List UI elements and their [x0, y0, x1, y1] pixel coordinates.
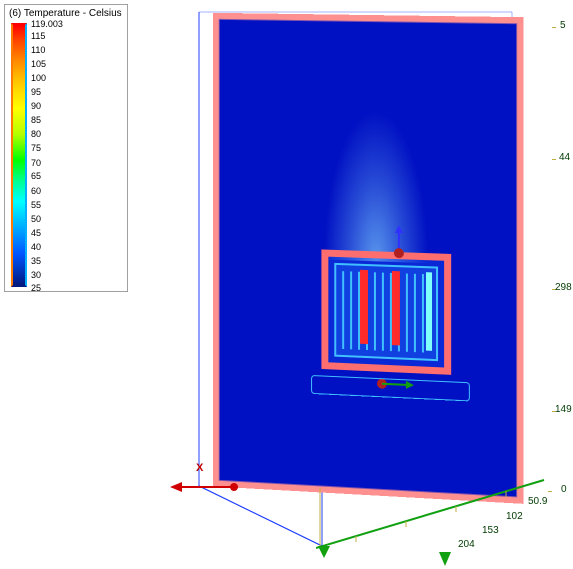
component-inner [334, 263, 438, 361]
base-outline [311, 374, 471, 404]
fin-array [342, 271, 430, 353]
triad-upper [384, 225, 424, 260]
x-axis-label: X [196, 462, 203, 474]
raxis-tick-0: 5 [560, 20, 566, 31]
legend-title: (6) Temperature - Celsius [5, 5, 127, 19]
legend-tick: 35 [31, 256, 41, 266]
legend-tick: 85 [31, 115, 41, 125]
y-axis-arrow [435, 550, 455, 568]
raxis-mark [548, 491, 552, 492]
thermal-haze [307, 30, 446, 264]
legend-tick: 75 [31, 143, 41, 153]
legend-gradient [13, 25, 25, 285]
legend-tick: 25 [31, 283, 41, 293]
hot-bar-2 [392, 271, 400, 346]
legend-tick: 70 [31, 158, 41, 168]
legend-tick: 110 [31, 45, 45, 55]
legend-tick: 100 [31, 73, 46, 83]
legend-tick: 90 [31, 101, 41, 111]
accent-right [426, 272, 432, 351]
raxis-mark [552, 27, 556, 28]
legend-tick: 40 [31, 242, 41, 252]
legend-tick: 55 [31, 200, 41, 210]
component-outer [321, 249, 451, 374]
legend-tick: 50 [31, 214, 41, 224]
legend-tick: 30 [31, 270, 41, 280]
raxis-tick-2: 298 [555, 282, 572, 293]
baxis-tick-2: 153 [482, 525, 499, 536]
x-axis-arrow [168, 478, 238, 496]
hot-bar-1 [360, 270, 368, 344]
legend-colorbar [11, 23, 27, 287]
legend-max: 119.003 [31, 19, 63, 29]
legend-tick: 105 [31, 59, 46, 69]
legend-tick: 60 [31, 186, 41, 196]
legend-labels: 119.003 115 110 105 100 95 90 85 80 75 7… [31, 21, 91, 289]
raxis-tick-4: 0 [561, 484, 567, 495]
baxis-tick-0: 50.9 [528, 496, 547, 507]
legend-tick: 45 [31, 228, 41, 238]
raxis-tick-1: 44 [559, 152, 570, 163]
raxis-mark [552, 159, 556, 160]
legend-panel: (6) Temperature - Celsius 119.003 115 11… [4, 4, 128, 292]
baxis-tick-1: 102 [506, 511, 523, 522]
raxis-tick-3: 149 [555, 404, 572, 415]
legend-tick: 115 [31, 31, 45, 41]
legend-tick: 65 [31, 171, 41, 181]
sim-plane [213, 13, 523, 504]
legend-tick: 80 [31, 129, 41, 139]
legend-tick: 95 [31, 87, 41, 97]
legend-body: 119.003 115 110 105 100 95 90 85 80 75 7… [11, 23, 123, 287]
baxis-tick-3: 204 [458, 539, 475, 550]
